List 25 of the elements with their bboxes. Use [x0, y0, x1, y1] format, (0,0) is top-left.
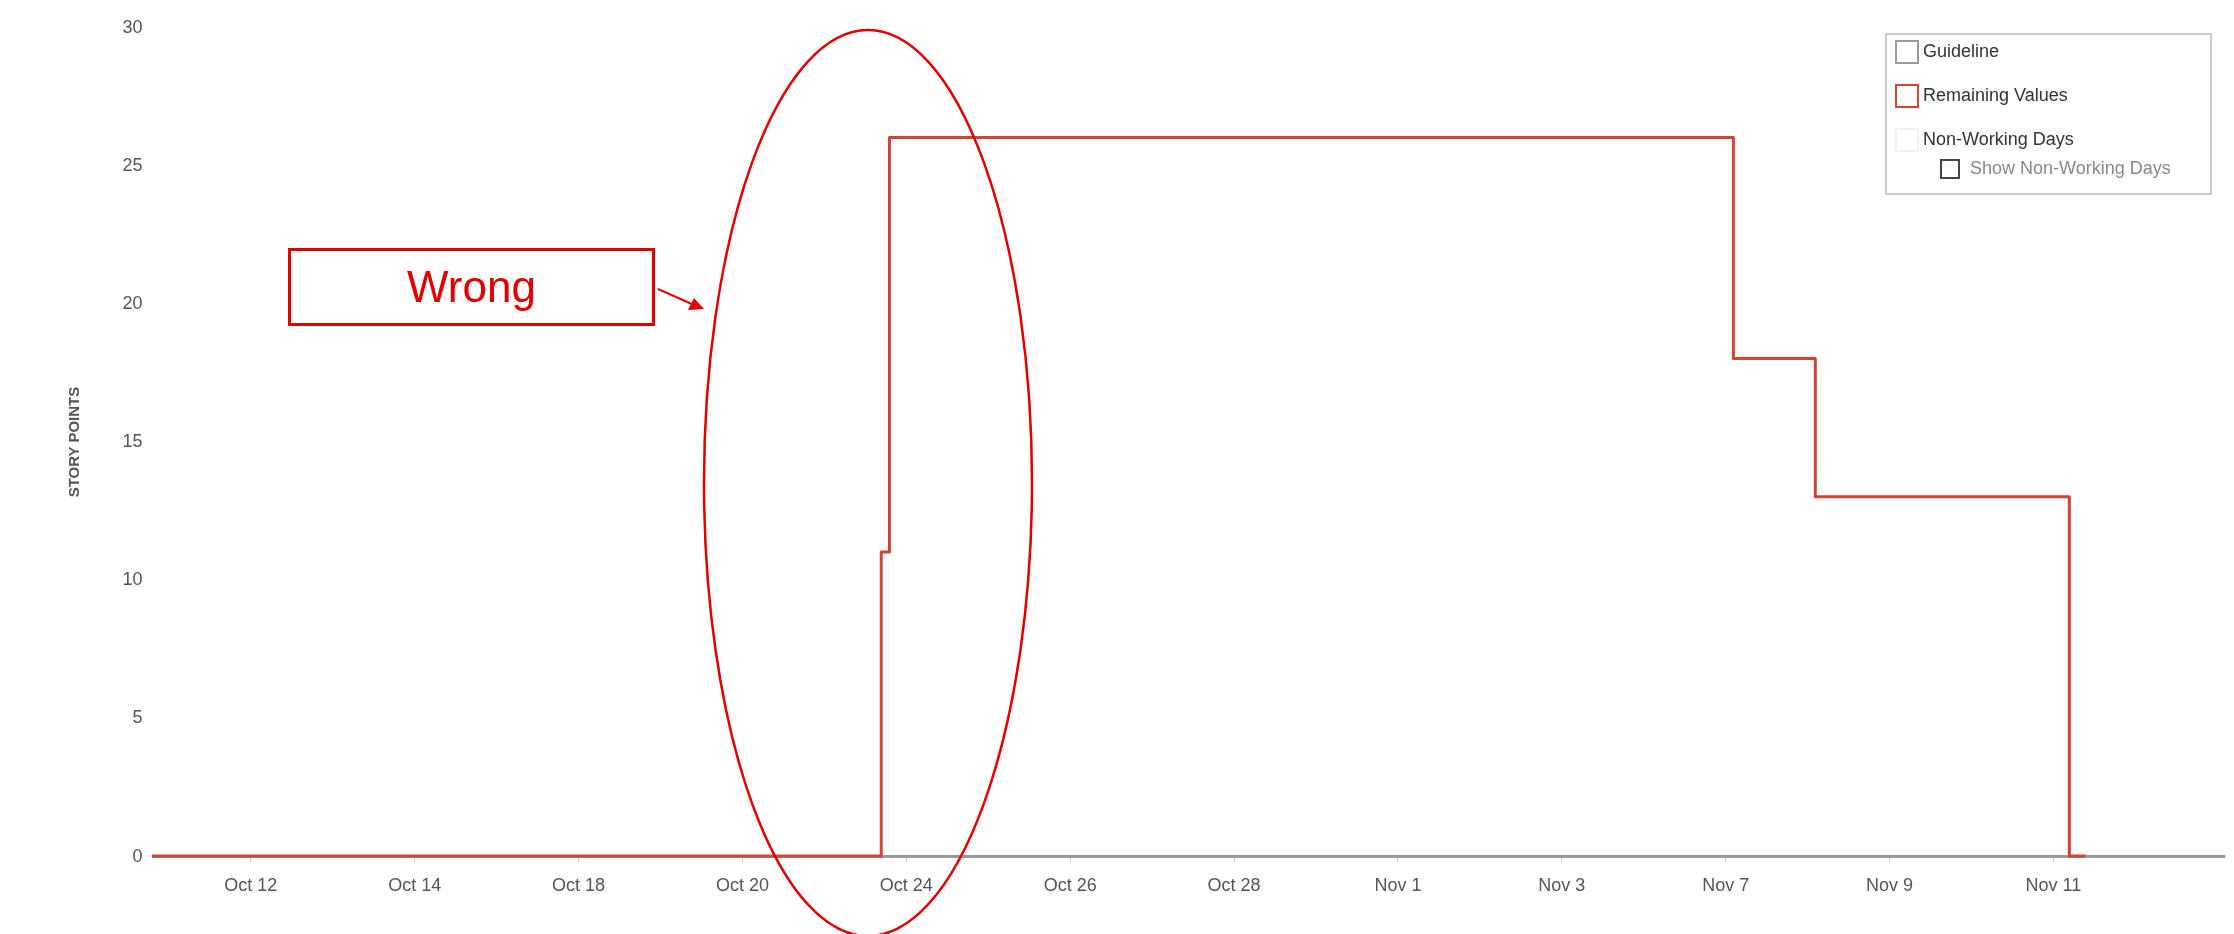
- y-tick-label: 5: [132, 707, 143, 728]
- y-tick-label: 10: [122, 569, 143, 590]
- x-tick-label: Oct 26: [1043, 874, 1097, 895]
- x-tick-label: Oct 18: [552, 874, 606, 895]
- x-tick-label: Nov 1: [1374, 874, 1422, 895]
- y-tick-label: 25: [122, 154, 143, 175]
- legend-label: Remaining Values: [1923, 85, 2068, 105]
- y-tick-label: 0: [132, 845, 143, 866]
- y-axis-title: STORY POINTS: [65, 386, 83, 498]
- y-tick-label: 20: [122, 292, 143, 313]
- legend-label: Guideline: [1923, 41, 2000, 61]
- x-tick-label: Nov 7: [1702, 874, 1750, 895]
- annotation: Show Non-Working Days: [1970, 158, 2171, 179]
- annotation: Wrong: [407, 262, 536, 312]
- x-tick-label: Oct 14: [388, 874, 442, 895]
- x-tick-label: Nov 11: [2025, 874, 2082, 895]
- y-tick-label: 15: [122, 431, 143, 451]
- x-tick-label: Oct 24: [879, 874, 933, 895]
- x-tick-label: Oct 28: [1207, 874, 1261, 895]
- x-tick-label: Nov 9: [1866, 874, 1914, 895]
- x-tick-label: Oct 20: [715, 874, 769, 895]
- y-tick-label: 30: [122, 16, 143, 37]
- legend-label: Non-Working Days: [1923, 129, 2074, 149]
- x-tick-label: Oct 12: [224, 874, 278, 895]
- x-tick-label: Nov 3: [1538, 874, 1586, 895]
